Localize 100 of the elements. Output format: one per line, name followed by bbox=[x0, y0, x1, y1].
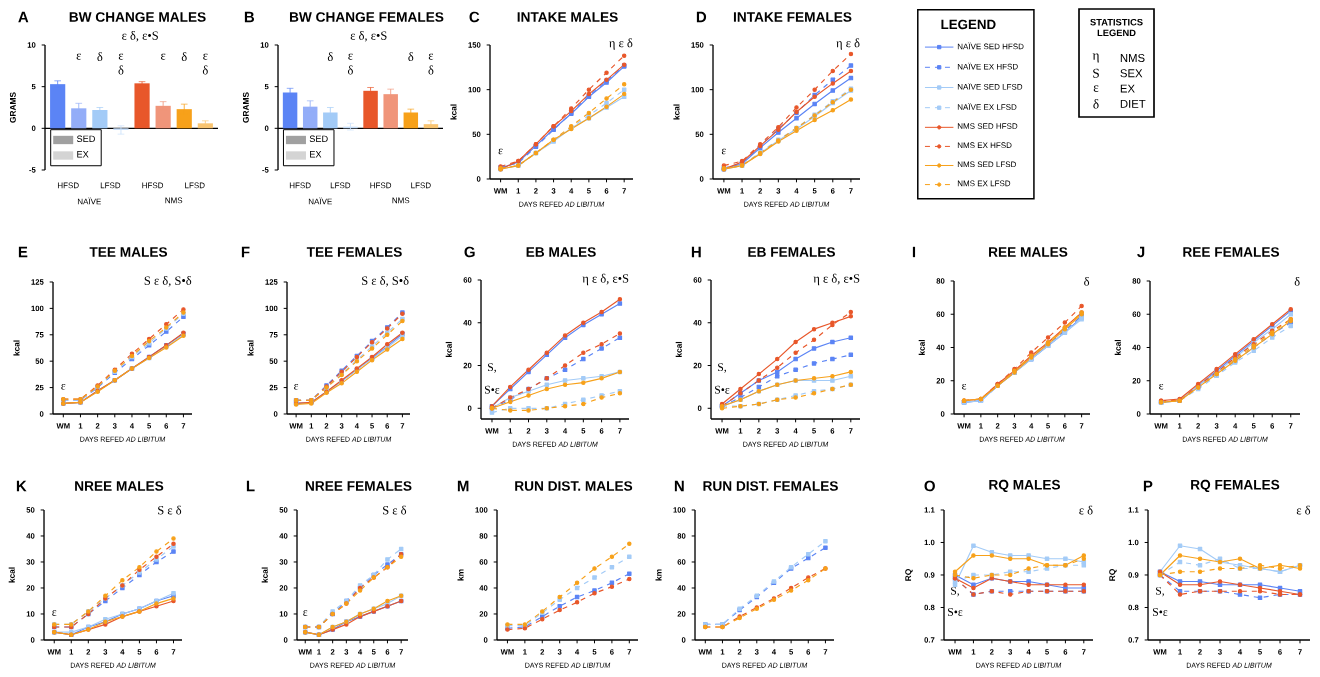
chart-title: RUN DIST. FEMALES bbox=[703, 481, 838, 491]
y-axis-title: kcal bbox=[8, 567, 15, 583]
y-axis-title: GRAMS bbox=[242, 92, 249, 123]
annotation: S•ε bbox=[485, 385, 500, 394]
text: I bbox=[912, 246, 916, 258]
chart-title: RQ FEMALES bbox=[1191, 479, 1280, 493]
text: S bbox=[1093, 68, 1099, 78]
legend-label: NMS EX HFSD bbox=[957, 142, 1012, 149]
text: EX bbox=[310, 151, 322, 158]
annotation: η ε δ, ε•S bbox=[813, 273, 860, 286]
text: D bbox=[696, 11, 707, 23]
series-label: SED bbox=[76, 135, 95, 143]
series-label: SED bbox=[309, 135, 328, 143]
text: C bbox=[469, 11, 480, 23]
legend-label: NMS SED LFSD bbox=[957, 161, 1016, 168]
annotation: η ε δ, ε•S bbox=[582, 273, 629, 286]
annotation: δ bbox=[408, 52, 414, 62]
y-axis-title: km bbox=[655, 569, 662, 581]
text: LFSD bbox=[411, 182, 431, 189]
chart-title: REE MALES bbox=[989, 247, 1068, 257]
text: NAÏVE bbox=[308, 197, 332, 205]
chart-title: TEE FEMALES bbox=[306, 247, 402, 257]
annotation: δ bbox=[327, 52, 333, 62]
annotation: δ bbox=[202, 65, 208, 75]
annotation: S•ε bbox=[948, 608, 963, 616]
text: O bbox=[924, 480, 935, 492]
annotation: ε bbox=[203, 53, 208, 60]
chart-title: INTAKE FEMALES bbox=[733, 12, 852, 22]
y-axis-title: kcal bbox=[247, 340, 254, 356]
chart-title: RUN DIST. MALES bbox=[515, 481, 633, 491]
annotation: S ε δ, S•δ bbox=[362, 276, 409, 287]
chart-title: TEE MALES bbox=[89, 247, 168, 257]
text: E bbox=[18, 246, 28, 258]
text: LFSD bbox=[100, 182, 121, 189]
annotation: δ bbox=[347, 65, 353, 75]
chart-title: INTAKE MALES bbox=[517, 12, 618, 22]
text: LFSD bbox=[330, 182, 351, 189]
text: K bbox=[16, 480, 27, 492]
y-axis-title: kcal bbox=[918, 339, 925, 356]
annotation: ε bbox=[962, 383, 967, 390]
chart-title: EB FEMALES bbox=[748, 247, 835, 257]
legend-label: NAÏVE EX HFSD bbox=[957, 62, 1018, 70]
legend-label: NAÏVE EX LFSD bbox=[957, 103, 1017, 110]
text: H bbox=[691, 246, 701, 258]
annotation: ε bbox=[52, 610, 57, 616]
text: L bbox=[246, 480, 255, 492]
text: A bbox=[18, 11, 29, 23]
annotation: ε bbox=[61, 384, 66, 390]
y-axis-title: kcal bbox=[261, 567, 268, 583]
legend-title: LEGEND bbox=[941, 19, 996, 30]
annotation: δ bbox=[1084, 276, 1090, 286]
annotation: η ε δ bbox=[836, 38, 860, 50]
annotation: S, bbox=[951, 586, 959, 597]
text: LFSD bbox=[185, 182, 205, 189]
text: N bbox=[674, 480, 684, 492]
annotation: ε bbox=[303, 610, 308, 616]
text: B bbox=[244, 11, 255, 23]
annotation: S•ε bbox=[1153, 608, 1168, 616]
chart-title: BW CHANGE MALES bbox=[69, 12, 206, 22]
legend-label: NMS EX LFSD bbox=[957, 180, 1011, 187]
chart-title: BW CHANGE FEMALES bbox=[289, 12, 444, 22]
annotation: δ bbox=[118, 65, 124, 75]
annotation: S ε δ bbox=[158, 505, 182, 515]
annotation: ε bbox=[160, 53, 166, 60]
text: ε bbox=[1093, 85, 1099, 92]
annotation: ε δ bbox=[1079, 505, 1093, 515]
annotation: η ε δ bbox=[609, 38, 633, 50]
annotation: ε bbox=[118, 53, 124, 60]
text: NMS bbox=[1120, 53, 1145, 62]
text: DIET bbox=[1120, 99, 1146, 108]
chart-title: EB MALES bbox=[526, 247, 596, 257]
chart-title: NREE FEMALES bbox=[305, 481, 412, 491]
legend-label: NAÏVE SED LFSD bbox=[957, 82, 1023, 90]
text: NMS bbox=[165, 197, 183, 204]
annotation: ε bbox=[721, 148, 726, 155]
chart-title: RQ MALES bbox=[989, 479, 1061, 493]
annotation: ε bbox=[498, 148, 503, 155]
annotation: δ bbox=[428, 65, 434, 75]
text: HFSD bbox=[370, 182, 392, 189]
annotation: ε bbox=[428, 53, 434, 60]
legend-label: NAÏVE SED HFSD bbox=[957, 42, 1024, 50]
text: SEX bbox=[1120, 69, 1143, 78]
text: STATISTICS LEGEND bbox=[1090, 18, 1143, 37]
annotation: S, bbox=[488, 363, 496, 373]
text: G bbox=[464, 246, 475, 258]
y-axis-title: RQ bbox=[1109, 569, 1117, 581]
text: J bbox=[1137, 246, 1145, 258]
y-axis-title: kcal bbox=[1114, 339, 1121, 356]
annotation: ε bbox=[1159, 383, 1164, 390]
y-axis-title: RQ bbox=[905, 569, 913, 581]
y-axis-title: kcal bbox=[675, 341, 682, 358]
y-axis-title: kcal bbox=[450, 104, 457, 120]
text: NMS bbox=[392, 197, 410, 204]
chart-title: REE FEMALES bbox=[1183, 247, 1280, 257]
chart-subtitle: ε δ, ε•S bbox=[350, 30, 387, 42]
annotation: S ε δ bbox=[383, 505, 407, 515]
text: δ bbox=[1093, 99, 1099, 109]
annotation: ε δ bbox=[1296, 505, 1311, 515]
y-axis-title: km bbox=[457, 569, 464, 581]
text: M bbox=[457, 480, 469, 492]
